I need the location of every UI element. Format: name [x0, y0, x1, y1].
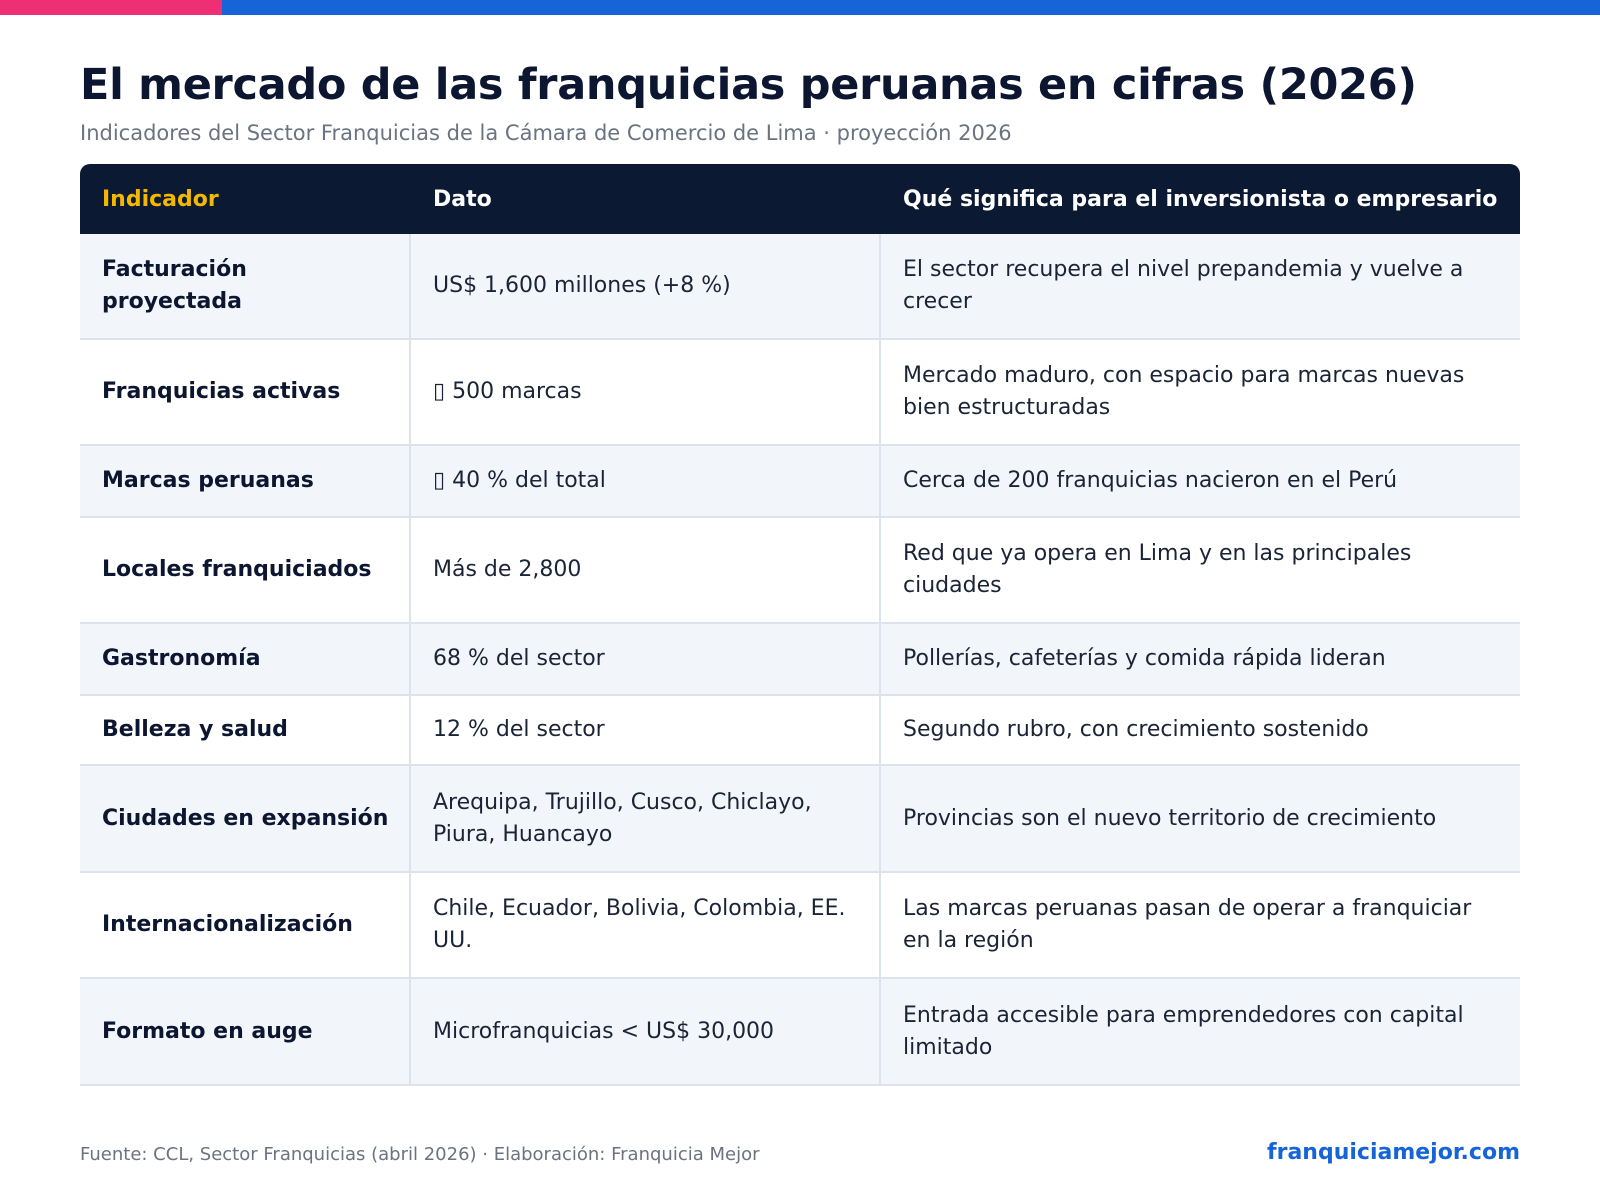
page-title: El mercado de las franquicias peruanas e…	[80, 60, 1417, 110]
cell-indicador: Internacionalización	[80, 873, 411, 977]
table-row: Formato en auge Microfranquicias < US$ 3…	[80, 979, 1520, 1086]
cell-indicador: Marcas peruanas	[80, 446, 411, 516]
cell-significado: Cerca de 200 franquicias nacieron en el …	[903, 468, 1398, 493]
table-row: Facturación proyectada US$ 1,600 millone…	[80, 234, 1520, 340]
table-row: Internacionalización Chile, Ecuador, Bol…	[80, 873, 1520, 979]
table-row: Marcas peruanas ▯ 40 % del total Cerca d…	[80, 446, 1520, 518]
cell-dato: Más de 2,800	[411, 518, 881, 622]
cell-indicador: Ciudades en expansión	[80, 766, 411, 871]
table-header: Indicador Dato Qué significa para el inv…	[80, 164, 1520, 234]
cell-significado: Segundo rubro, con crecimiento sostenido	[903, 717, 1369, 742]
top-accent-blue	[222, 0, 1600, 15]
cell-indicador: Franquicias activas	[80, 340, 411, 444]
cell-dato: 68 % del sector	[411, 624, 881, 694]
cell-indicador: Formato en auge	[80, 979, 411, 1084]
cell-significado: El sector recupera el nivel prepandemia …	[903, 257, 1464, 314]
cell-indicador: Facturación proyectada	[80, 234, 411, 338]
cell-dato: ▯ 500 marcas	[411, 340, 881, 444]
cell-indicador: Gastronomía	[80, 624, 411, 694]
cell-dato: Microfranquicias < US$ 30,000	[411, 979, 881, 1084]
cell-significado: Mercado maduro, con espacio para marcas …	[903, 363, 1465, 420]
cell-significado: Las marcas peruanas pasan de operar a fr…	[903, 896, 1472, 953]
table-row: Franquicias activas ▯ 500 marcas Mercado…	[80, 340, 1520, 446]
cell-significado: Provincias son el nuevo territorio de cr…	[903, 805, 1437, 831]
page-subtitle: Indicadores del Sector Franquicias de la…	[80, 121, 1012, 145]
data-table: Indicador Dato Qué significa para el inv…	[80, 164, 1520, 1086]
table-row: Locales franquiciados Más de 2,800 Red q…	[80, 518, 1520, 624]
top-accent-pink	[0, 0, 222, 15]
cell-dato: 12 % del sector	[411, 696, 881, 764]
cell-dato: ▯ 40 % del total	[411, 446, 881, 516]
cell-significado: Red que ya opera en Lima y en las princi…	[903, 541, 1412, 598]
site-link[interactable]: franquiciamejor.com	[1267, 1140, 1520, 1165]
column-header-significado: Qué significa para el inversionista o em…	[903, 186, 1498, 212]
cell-indicador: Belleza y salud	[80, 696, 411, 764]
cell-significado: Pollerías, cafeterías y comida rápida li…	[903, 646, 1386, 671]
column-header-indicador: Indicador	[102, 186, 219, 212]
cell-dato: Chile, Ecuador, Bolivia, Colombia, EE. U…	[411, 873, 881, 977]
table-row: Belleza y salud 12 % del sector Segundo …	[80, 696, 1520, 766]
cell-dato: Arequipa, Trujillo, Cusco, Chiclayo, Piu…	[411, 766, 881, 871]
table-row: Ciudades en expansión Arequipa, Trujillo…	[80, 766, 1520, 873]
cell-indicador: Locales franquiciados	[80, 518, 411, 622]
top-accent-bar	[0, 0, 1600, 15]
cell-dato: US$ 1,600 millones (+8 %)	[411, 234, 881, 338]
column-header-dato: Dato	[433, 186, 492, 212]
source-note: Fuente: CCL, Sector Franquicias (abril 2…	[80, 1144, 760, 1165]
cell-significado: Entrada accesible para emprendedores con…	[903, 1002, 1464, 1060]
table-row: Gastronomía 68 % del sector Pollerías, c…	[80, 624, 1520, 696]
